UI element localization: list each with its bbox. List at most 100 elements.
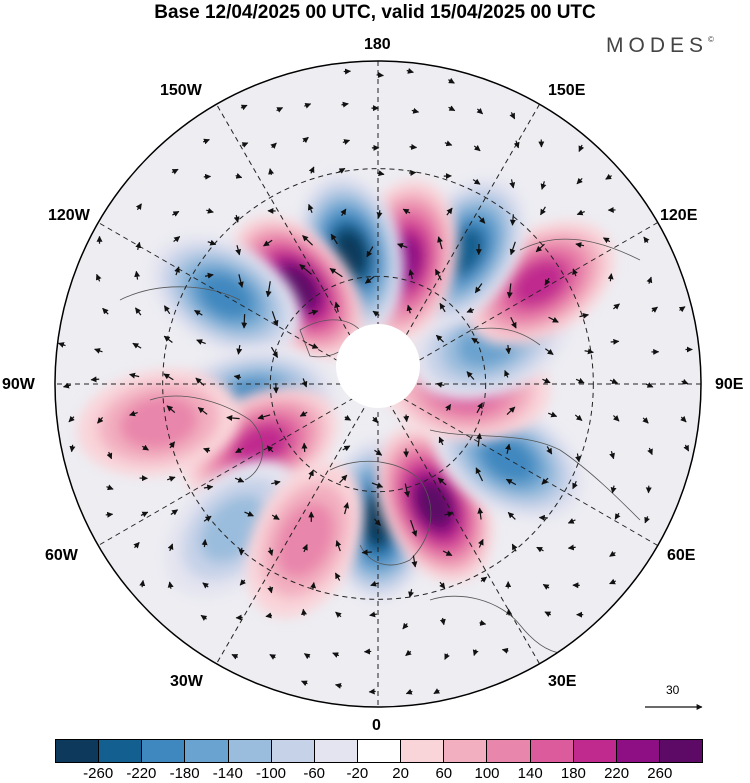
wind-arrow	[163, 335, 173, 344]
colorbar	[55, 739, 703, 763]
wind-arrow	[334, 682, 343, 689]
wind-arrow	[544, 611, 552, 618]
wind-arrow	[167, 581, 174, 589]
wind-arrow	[163, 305, 171, 315]
wind-arrow	[377, 170, 385, 177]
wind-arrow	[540, 181, 547, 190]
wind-arrow	[678, 306, 686, 313]
wind-arrow	[376, 72, 384, 78]
wind-arrow	[506, 406, 516, 415]
wind-arrow	[479, 620, 487, 626]
wind-arrow	[509, 241, 516, 256]
wind-arrow	[301, 680, 308, 687]
wind-arrow	[397, 242, 408, 249]
wind-arrow	[203, 484, 214, 491]
wind-arrow	[364, 275, 375, 284]
wind-arrow	[241, 314, 248, 329]
wind-arrow	[303, 653, 311, 660]
wind-arrow	[140, 511, 149, 518]
wind-arrow	[435, 334, 444, 343]
wind-arrow	[102, 307, 109, 315]
coastline	[329, 460, 432, 566]
wind-arrow	[476, 432, 483, 447]
wind-arrow	[335, 540, 342, 552]
lon-label-0: 0	[372, 717, 381, 734]
wind-arrow	[270, 142, 277, 149]
wind-arrow	[237, 274, 244, 288]
wind-arrow	[411, 107, 420, 114]
wind-arrow	[332, 652, 340, 658]
map-title: Base 12/04/2025 00 UTC, valid 15/04/2025…	[154, 2, 596, 23]
wind-arrow	[340, 208, 347, 216]
wind-arrow	[609, 550, 616, 557]
wind-arrow	[339, 474, 348, 484]
wind-arrow	[97, 417, 104, 424]
wind-arrow	[361, 549, 372, 556]
wind-arrow	[238, 547, 245, 556]
wind-arrow	[437, 236, 443, 250]
colorbar-tick-label: 20	[392, 765, 409, 782]
wind-arrow	[343, 502, 350, 515]
wind-arrow	[206, 207, 214, 214]
wind-arrow	[271, 479, 281, 486]
wind-arrow	[544, 277, 551, 286]
wind-arrow	[438, 436, 445, 446]
wind-arrow	[575, 453, 581, 463]
wind-arrow	[647, 447, 653, 456]
wind-arrow	[609, 451, 615, 460]
wind-arrow	[308, 343, 319, 349]
wind-arrow	[536, 546, 544, 553]
wind-arrow	[338, 167, 346, 174]
wind-arrow	[505, 443, 511, 454]
wind-arrow	[135, 203, 142, 211]
wind-arrow	[207, 239, 217, 246]
wind-arrow	[506, 608, 513, 616]
wind-arrow	[68, 415, 75, 423]
wind-arrow	[681, 378, 689, 385]
wind-arrow	[141, 444, 149, 451]
wind-arrow	[202, 138, 210, 145]
wind-arrow	[501, 647, 509, 654]
wind-arrow	[173, 236, 181, 243]
wind-arrow	[477, 215, 486, 224]
wind-arrow	[575, 377, 585, 384]
coastline	[469, 327, 541, 346]
wind-arrow	[265, 612, 273, 619]
wind-arrow	[402, 208, 411, 215]
wind-arrow	[444, 653, 450, 660]
lon-label-60e: 60E	[667, 547, 696, 564]
coastline	[519, 238, 641, 261]
wind-arrow	[374, 518, 381, 526]
colorbar-cell	[486, 740, 530, 762]
wind-arrow	[269, 654, 277, 660]
wind-arrow	[106, 484, 114, 491]
reference-vector-label: 30	[666, 683, 680, 697]
wind-arrow	[605, 173, 612, 180]
wind-arrow	[602, 237, 611, 244]
lon-label-60w: 60W	[45, 547, 78, 564]
polar-cap	[336, 324, 420, 408]
wind-arrow	[133, 542, 140, 549]
lon-label-90w: 90W	[2, 376, 35, 393]
wind-arrow	[234, 476, 245, 483]
wind-arrow	[233, 374, 242, 381]
wind-arrow	[445, 404, 452, 411]
wind-arrow	[505, 344, 512, 355]
wind-arrow	[172, 210, 180, 217]
wind-arrow	[201, 539, 208, 548]
wind-arrow	[342, 139, 351, 145]
wind-arrow	[408, 589, 414, 598]
anomaly-contour	[512, 260, 566, 306]
wind-arrow	[609, 378, 619, 384]
colorbar-cell	[400, 740, 444, 762]
wind-arrow	[195, 377, 205, 386]
wind-arrow	[505, 478, 517, 486]
anomaly-contour	[276, 502, 335, 578]
latitude-circle	[269, 275, 487, 493]
wind-arrow	[266, 445, 274, 453]
lon-label-30e: 30E	[548, 673, 577, 690]
wind-arrow	[642, 417, 649, 424]
wind-arrow	[366, 246, 374, 258]
wind-arrow	[643, 236, 650, 244]
wind-arrow	[409, 143, 418, 150]
